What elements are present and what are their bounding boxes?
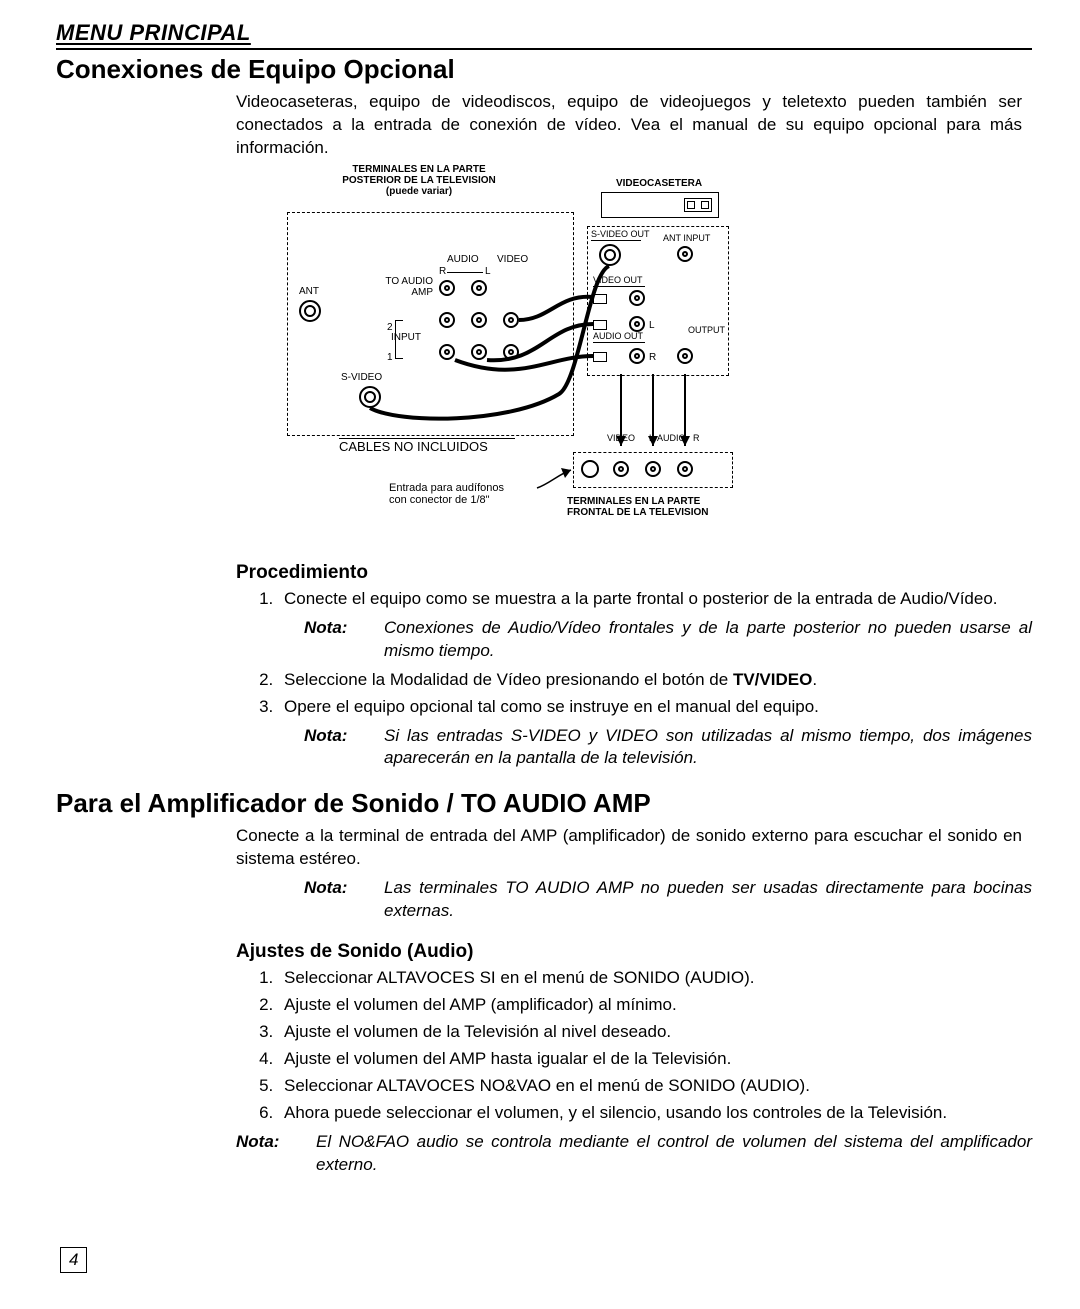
note-text-3: Las terminales TO AUDIO AMP no pueden se… — [384, 877, 1032, 923]
note-text-2: Si las entradas S-VIDEO y VIDEO son util… — [384, 725, 1032, 771]
tvvideo-bold: TV/VIDEO — [733, 670, 812, 689]
section2-title: Para el Amplificador de Sonido / TO AUDI… — [56, 788, 1032, 819]
page-number: 4 — [60, 1247, 87, 1273]
ajustes-step-4: Ajuste el volumen del AMP hasta igualar … — [278, 1048, 1032, 1071]
proc-step-2: Seleccione la Modalidad de Vídeo presion… — [278, 669, 1032, 692]
ajustes-step-6: Ahora puede seleccionar el volumen, y el… — [278, 1102, 1032, 1125]
ajustes-step-2: Ajuste el volumen del AMP (amplificador)… — [278, 994, 1032, 1017]
note-text-4: El NO&FAO audio se controla mediante el … — [316, 1131, 1032, 1177]
ajustes-step-3: Ajuste el volumen de la Televisión al ni… — [278, 1021, 1032, 1044]
note-label-1: Nota: — [304, 617, 360, 663]
note-label-2: Nota: — [304, 725, 360, 771]
note-label-3: Nota: — [304, 877, 360, 923]
proc-title: Procedimiento — [236, 562, 1032, 584]
menu-principal-label: MENU PRINCIPAL — [56, 20, 251, 45]
ajustes-step-5: Seleccionar ALTAVOCES NO&VAO en el menú … — [278, 1075, 1032, 1098]
note-label-4: Nota: — [236, 1131, 292, 1177]
proc-step-1: Conecte el equipo como se muestra a la p… — [278, 588, 1032, 611]
ajustes-step-1: Seleccionar ALTAVOCES SI en el menú de S… — [278, 967, 1032, 990]
proc-step-3: Opere el equipo opcional tal como se ins… — [278, 696, 1032, 719]
section2-intro: Conecte a la terminal de entrada del AMP… — [236, 825, 1022, 871]
section1-intro: Videocaseteras, equipo de videodiscos, e… — [236, 91, 1022, 160]
header-rule — [56, 48, 1032, 50]
section1-title: Conexiones de Equipo Opcional — [56, 54, 1032, 85]
connection-diagram: TERMINALES EN LA PARTE POSTERIOR DE LA T… — [279, 164, 809, 544]
ajustes-title: Ajustes de Sonido (Audio) — [236, 941, 1032, 963]
note-text-1: Conexiones de Audio/Vídeo frontales y de… — [384, 617, 1032, 663]
diagram-wires — [279, 164, 809, 544]
